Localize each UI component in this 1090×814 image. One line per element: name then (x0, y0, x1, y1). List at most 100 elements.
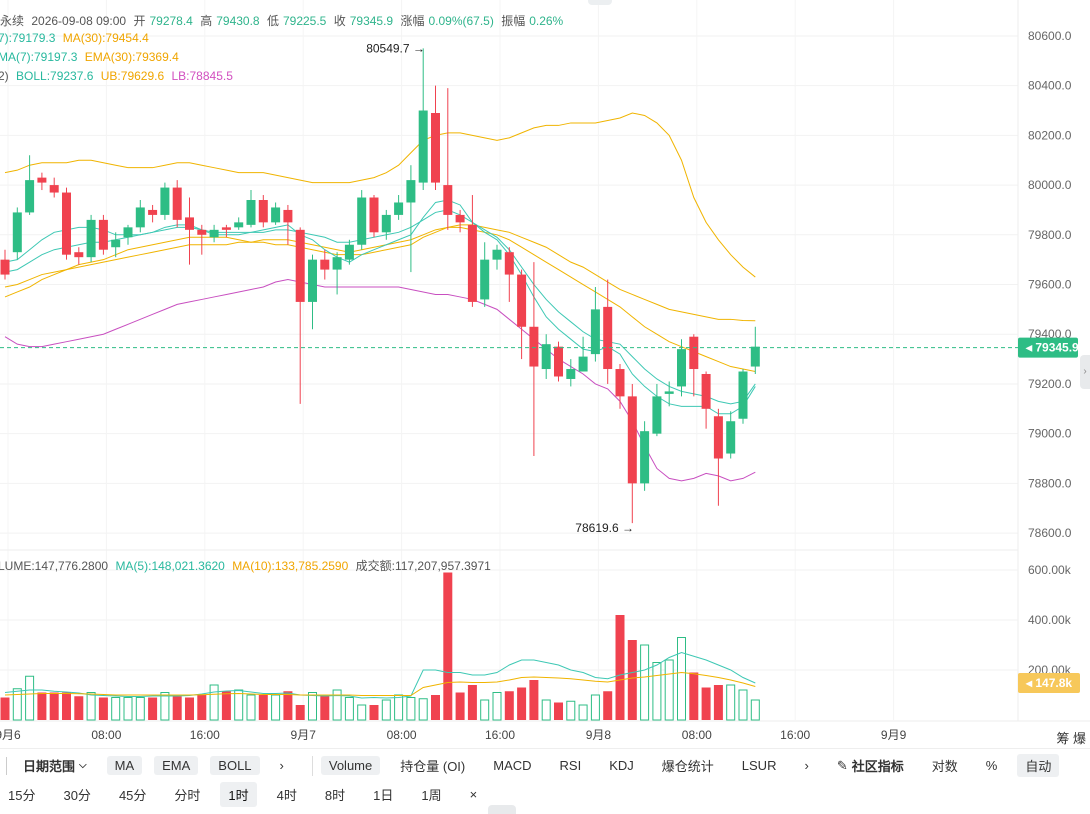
time-tick-label: 9月9 (881, 728, 907, 742)
price-axis-expand-handle[interactable]: › (1080, 355, 1090, 389)
candle-body[interactable] (394, 202, 404, 215)
candle-body[interactable] (74, 252, 84, 258)
timeframe-8-button[interactable]: 1周 (421, 787, 442, 803)
candle-body[interactable] (49, 185, 59, 193)
candle-body[interactable] (713, 416, 723, 459)
candle-body[interactable] (750, 346, 760, 367)
candle-body[interactable] (701, 374, 711, 409)
candle-body[interactable] (123, 227, 133, 238)
candle-body[interactable] (98, 219, 108, 250)
candle-body[interactable] (12, 212, 22, 253)
candle-body[interactable] (652, 396, 662, 434)
candle-body[interactable] (135, 207, 145, 228)
timeframe-0-button[interactable]: 15分 (8, 787, 36, 803)
volume-indicator-button[interactable]: Volume (320, 756, 381, 775)
candle-body[interactable] (467, 224, 477, 302)
candle-body[interactable] (308, 259, 317, 302)
candle-body[interactable] (37, 177, 47, 183)
candle-body[interactable] (529, 326, 539, 367)
candle-body[interactable] (86, 219, 96, 258)
lsur-indicator-button[interactable]: LSUR (741, 758, 777, 773)
candle-body[interactable] (185, 217, 194, 230)
candle-body[interactable] (627, 396, 637, 484)
candle-body[interactable] (344, 244, 354, 260)
macd-indicator-button[interactable]: MACD (493, 758, 532, 773)
candle-body[interactable] (148, 209, 158, 215)
candle-body[interactable] (566, 369, 576, 379)
auto-scale-toggle[interactable]: 自动 (1017, 754, 1060, 777)
candle-body[interactable] (640, 431, 650, 484)
candle-body[interactable] (320, 259, 330, 270)
candle-body[interactable] (221, 227, 231, 230)
candle-body[interactable] (283, 209, 293, 223)
candle-body[interactable] (443, 185, 453, 215)
candle-body[interactable] (172, 187, 182, 220)
candle-body[interactable] (295, 229, 305, 302)
candle-body[interactable] (615, 369, 625, 397)
log-scale-toggle[interactable]: 对数 (931, 759, 958, 774)
community-indicators-button[interactable]: ✎ 社区指标 (829, 754, 912, 777)
candle-body[interactable] (603, 306, 613, 370)
liquidation-stats-button[interactable]: 爆仓统计 (661, 759, 714, 774)
close-icon[interactable]: × (469, 786, 478, 802)
candle-body[interactable] (332, 257, 342, 270)
ma-indicator-button[interactable]: MA (106, 756, 143, 775)
candle-body[interactable] (381, 214, 391, 233)
timeframe-3-button[interactable]: 分时 (174, 787, 201, 803)
boll-indicator-button[interactable]: BOLL (210, 756, 260, 775)
candle-body[interactable] (111, 239, 121, 248)
price-tick-label: 79200.0 (1028, 377, 1072, 391)
candle-body[interactable] (480, 259, 490, 300)
candle-body[interactable] (62, 192, 71, 255)
candle-body[interactable] (418, 110, 428, 183)
candle-body[interactable] (258, 200, 268, 223)
candle-body[interactable] (492, 249, 502, 260)
oi-indicator-button[interactable]: 持仓量 (OI) (400, 759, 466, 774)
top-drag-handle[interactable] (588, 0, 612, 5)
candle-body[interactable] (726, 421, 736, 454)
kdj-indicator-button[interactable]: KDJ (609, 758, 634, 773)
candle-body[interactable] (197, 229, 207, 235)
volume-bar (677, 637, 686, 721)
candlestick-chart[interactable]: 80600.0 80400.0 80200.0 80000.0 79800.0 79600… (0, 0, 1090, 748)
candle-body[interactable] (406, 180, 416, 203)
volume-bar (12, 688, 22, 721)
candle-body[interactable] (0, 259, 10, 275)
candle-body[interactable] (234, 222, 244, 228)
timeframe-6-button[interactable]: 8时 (324, 787, 346, 803)
candle-body[interactable] (504, 252, 514, 275)
bottom-drag-handle[interactable] (488, 805, 516, 814)
candle-body[interactable] (590, 309, 600, 355)
candle-body[interactable] (246, 200, 256, 225)
ema-indicator-button[interactable]: EMA (154, 756, 199, 775)
timeframe-2-button[interactable]: 45分 (118, 787, 147, 803)
candle-body[interactable] (689, 336, 699, 370)
candle-body[interactable] (25, 180, 35, 213)
candle-body[interactable] (369, 197, 379, 233)
candle-body[interactable] (664, 391, 674, 394)
candle-body[interactable] (554, 346, 563, 377)
candle-body[interactable] (578, 356, 588, 372)
candle-body[interactable] (431, 113, 440, 183)
candle-body[interactable] (357, 197, 367, 245)
date-range-dropdown[interactable]: 日期范围 ⌵ (15, 754, 95, 777)
candle-body[interactable] (517, 274, 527, 327)
candle-body[interactable] (541, 344, 551, 370)
rsi-indicator-button[interactable]: RSI (559, 758, 582, 773)
volume-bar (357, 704, 367, 721)
corner-tools[interactable]: 筹 爆 (1056, 731, 1086, 746)
timeframe-5-button[interactable]: 4时 (276, 787, 297, 803)
timeframe-1-button[interactable]: 30分 (63, 787, 91, 803)
main-indicators-more-button[interactable]: › (279, 758, 284, 773)
timeframe-7-button[interactable]: 1日 (373, 787, 394, 803)
candle-body[interactable] (677, 349, 686, 387)
candle-body[interactable] (160, 187, 170, 215)
candle-body[interactable] (271, 207, 281, 223)
timeframe-4-button[interactable]: 1时 (220, 781, 257, 807)
candle-body[interactable] (455, 214, 465, 223)
sub-indicators-more-button[interactable]: › (804, 758, 809, 773)
candle-body[interactable] (738, 371, 748, 419)
percent-scale-toggle[interactable]: % (985, 758, 998, 773)
candle-body[interactable] (209, 229, 219, 238)
